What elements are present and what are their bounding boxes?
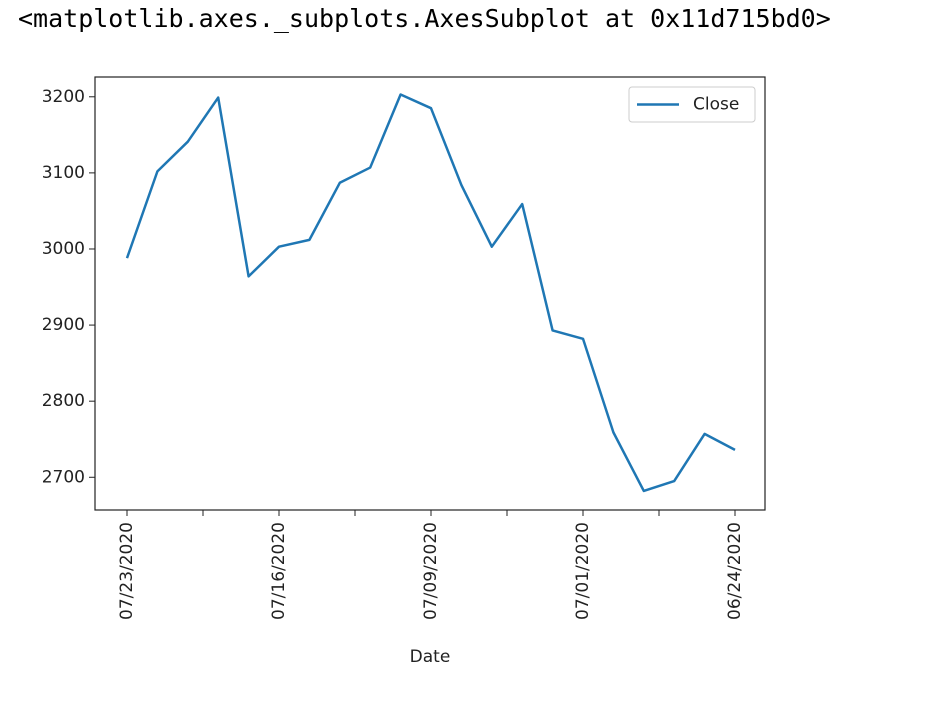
- y-tick-label: 2800: [42, 391, 85, 411]
- y-tick-label: 3200: [42, 87, 85, 107]
- x-tick-label: 07/23/2020: [117, 522, 137, 620]
- y-tick-label: 2700: [42, 467, 85, 487]
- legend-label: Close: [693, 95, 739, 115]
- y-tick-label: 2900: [42, 315, 85, 335]
- x-tick-label: 07/01/2020: [573, 522, 593, 620]
- x-axis-label: Date: [410, 647, 451, 667]
- plot-frame: [94, 76, 766, 511]
- x-tick-label: 07/09/2020: [421, 522, 441, 620]
- legend-box: [628, 86, 756, 123]
- line: [125, 93, 736, 493]
- x-tick-label: 06/24/2020: [725, 522, 745, 620]
- x-tick-label: 07/16/2020: [269, 522, 289, 620]
- y-tick-label: 3100: [42, 163, 85, 183]
- output-repr: <matplotlib.axes._subplots.AxesSubplot a…: [18, 4, 831, 33]
- y-tick-label: 3000: [42, 239, 85, 259]
